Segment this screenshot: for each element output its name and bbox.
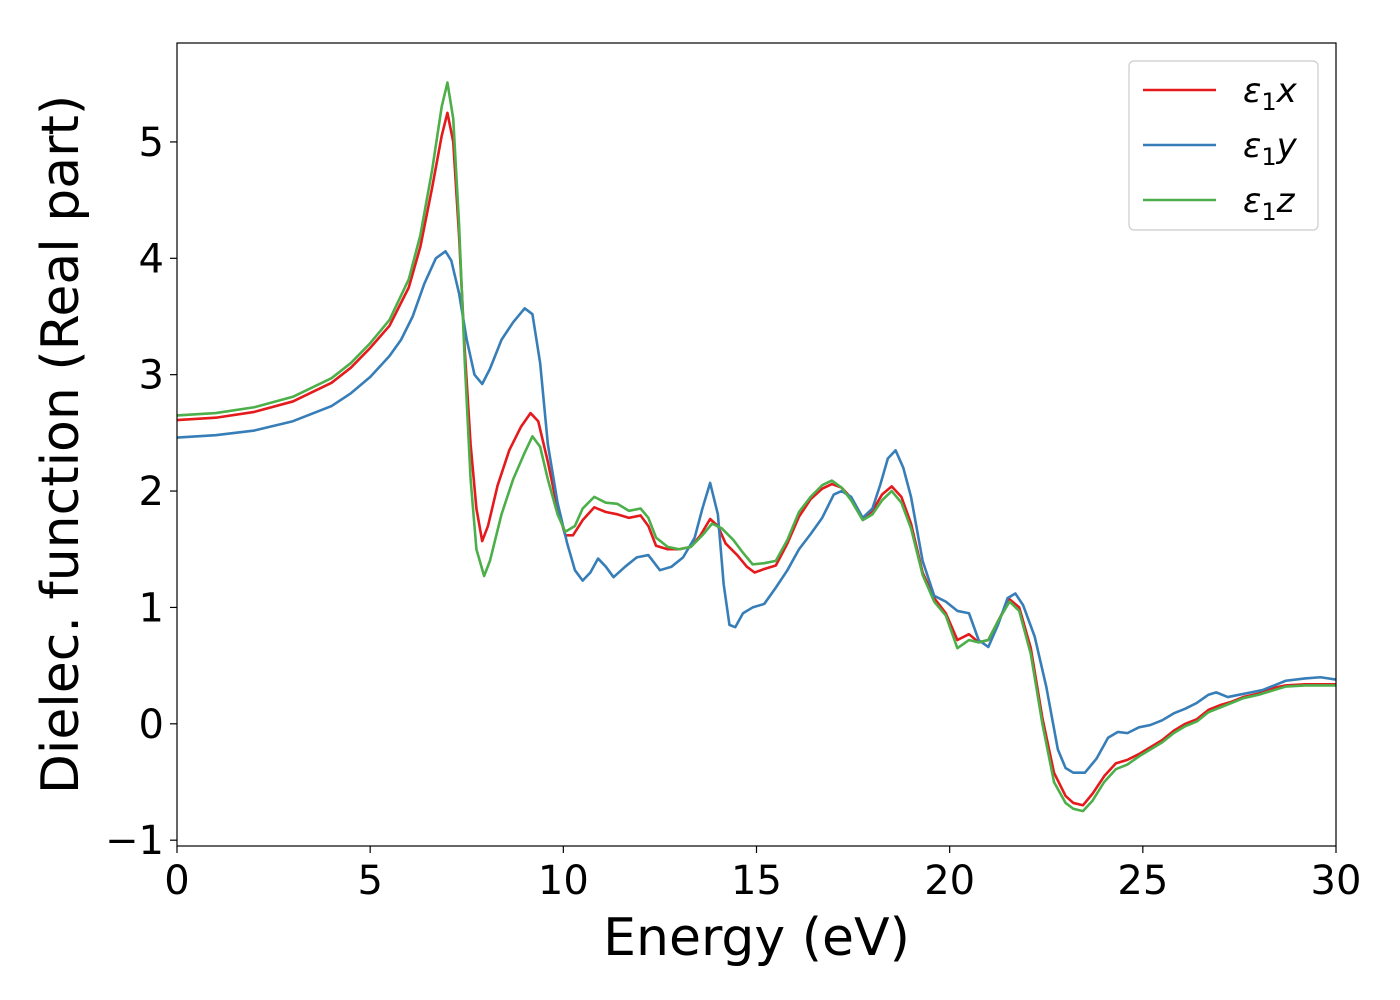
x-tick-label: 25 xyxy=(1117,858,1168,904)
x-tick-label: 10 xyxy=(538,858,589,904)
series-line-y xyxy=(177,250,1336,774)
x-tick-label: 15 xyxy=(731,858,782,904)
legend-label-z: ε1z xyxy=(1243,181,1296,226)
y-tick-label: −1 xyxy=(105,818,164,864)
series-line-x xyxy=(177,111,1336,807)
series-lines-group xyxy=(177,81,1336,813)
y-tick-label: 3 xyxy=(139,353,164,399)
x-axis: 0 5 10 15 20 25 30 xyxy=(164,846,1361,904)
x-tick-label: 30 xyxy=(1311,858,1362,904)
y-tick-label: 5 xyxy=(139,120,164,166)
y-axis: −1 0 1 2 3 4 5 xyxy=(105,120,177,864)
x-tick-label: 5 xyxy=(357,858,382,904)
y-tick-label: 0 xyxy=(139,702,164,748)
x-axis-label: Energy (eV) xyxy=(603,908,910,968)
y-tick-label: 2 xyxy=(139,469,164,515)
legend: ε1x ε1y ε1z xyxy=(1128,60,1319,231)
series-line-z xyxy=(177,81,1336,813)
legend-label-y: ε1y xyxy=(1243,126,1298,171)
y-axis-label: Dielec. function (Real part) xyxy=(31,95,91,794)
y-tick-label: 4 xyxy=(139,236,164,282)
legend-box xyxy=(1128,60,1319,231)
x-tick-label: 0 xyxy=(164,858,189,904)
y-tick-label: 1 xyxy=(139,585,164,631)
x-tick-label: 20 xyxy=(924,858,975,904)
legend-label-x: ε1x xyxy=(1243,71,1298,116)
